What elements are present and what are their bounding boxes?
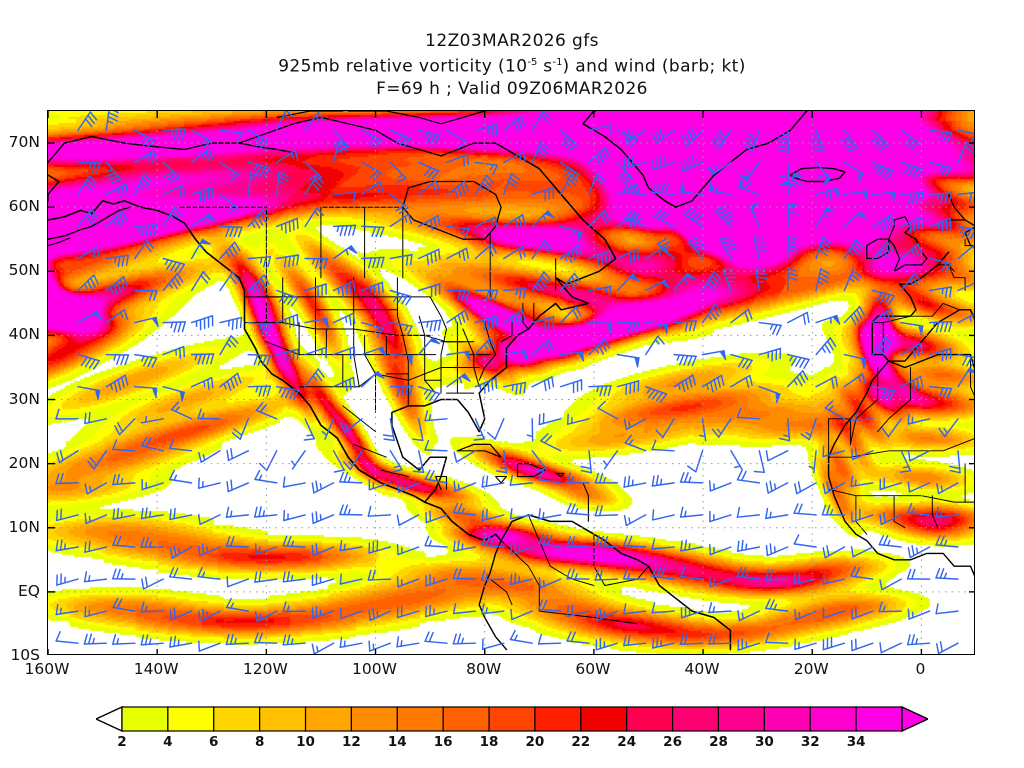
title-variable-post: ) and wind (barb; kt) xyxy=(562,56,746,77)
x-tick-label: 120W xyxy=(242,660,288,678)
y-tick-label: EQ xyxy=(18,581,40,600)
colorbar-tick-label: 8 xyxy=(254,734,265,750)
x-tick-label: 100W xyxy=(352,660,397,678)
x-tick-label: 0 xyxy=(915,660,926,678)
title-line-init: 12Z03MAR2026 gfs xyxy=(425,31,599,51)
wind-barb-layer xyxy=(55,111,974,654)
colorbar-tick-label: 16 xyxy=(433,734,453,750)
colorbar-tick-label: 12 xyxy=(342,734,361,750)
x-tick-label: 140W xyxy=(133,660,179,678)
title-exp-minus1: -1 xyxy=(552,57,563,68)
y-tick-label: 70N xyxy=(8,133,40,152)
title-line-valid: F=69 h ; Valid 09Z06MAR2026 xyxy=(376,78,648,99)
colorbar-tick-label: 6 xyxy=(209,734,219,750)
title-variable-mid: s xyxy=(537,56,553,77)
title-exp-minus5: -5 xyxy=(527,57,538,68)
title-line-variable: 925mb relative vorticity (10-5 s-1) and … xyxy=(0,52,1024,78)
x-tick-label: 80W xyxy=(466,660,502,678)
colorbar-tick-label: 26 xyxy=(663,734,682,750)
colorbar-tick-label: 30 xyxy=(754,734,774,750)
map-canvas-layers xyxy=(48,111,974,654)
y-tick-label: 30N xyxy=(8,389,40,408)
y-tick-label: 60N xyxy=(8,197,40,216)
colorbar-tick-label: 24 xyxy=(617,734,637,750)
x-tick-label: 20W xyxy=(793,660,829,678)
y-tick-label: 20N xyxy=(8,453,40,472)
y-tick-label: 10S xyxy=(10,646,40,664)
y-tick-label: 50N xyxy=(8,261,40,280)
colorbar-tick-label: 10 xyxy=(296,734,315,750)
colorbar[interactable]: 2 4 6 8 10 12 14 16 18 20 22 24 26 28 30 32 34 xyxy=(94,705,930,750)
x-tick-label: 160W xyxy=(24,660,70,678)
colorbar-tick-label: 18 xyxy=(479,734,499,750)
y-tick-label: 40N xyxy=(8,325,40,344)
colorbar-tick-label: 22 xyxy=(571,734,591,750)
title-variable-pre: 925mb relative vorticity (10 xyxy=(278,56,528,77)
colorbar-tick-label: 14 xyxy=(387,734,407,750)
colorbar-tick-label: 2 xyxy=(117,734,127,750)
map-plot-area[interactable] xyxy=(47,110,975,655)
colorbar-tick-label: 32 xyxy=(800,734,820,750)
x-tick-label: 60W xyxy=(575,660,611,678)
y-tick-label: 10N xyxy=(8,517,40,536)
x-tick-label: 40W xyxy=(684,660,720,678)
colorbar-tick-label: 20 xyxy=(525,734,545,750)
colorbar-tick-label: 28 xyxy=(709,734,728,750)
colorbar-tick-label: 4 xyxy=(163,734,173,750)
colorbar-tick-label: 34 xyxy=(846,734,866,750)
gridline-layer xyxy=(48,111,974,654)
chart-title-block: 12Z03MAR2026 gfs 925mb relative vorticit… xyxy=(0,30,1024,100)
colorbar-swatches xyxy=(94,705,930,733)
